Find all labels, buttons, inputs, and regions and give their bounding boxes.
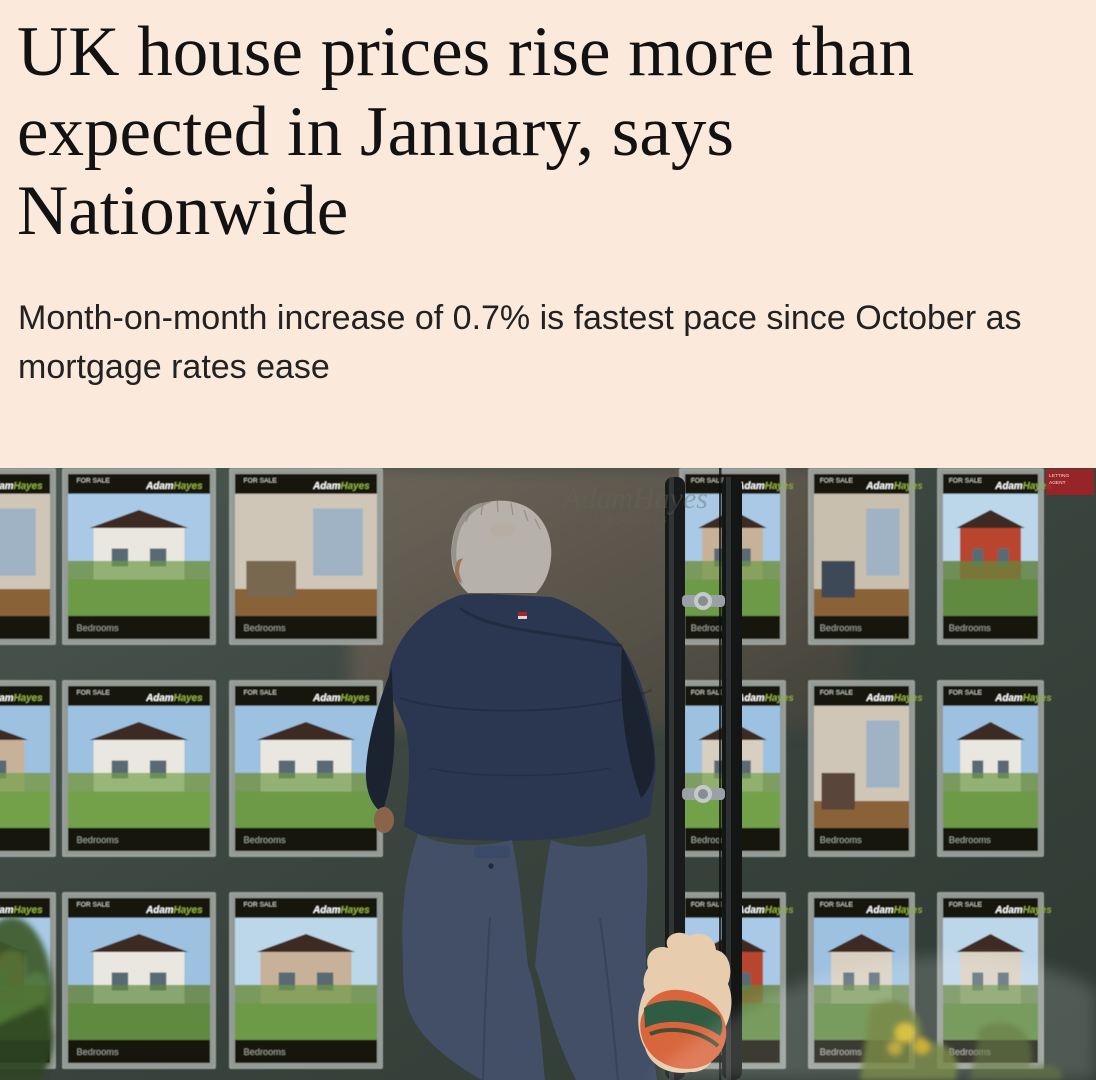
svg-text:Bedrooms: Bedrooms [77,835,119,845]
svg-text:Bedrooms: Bedrooms [949,623,991,633]
svg-text:FOR SALE: FOR SALE [949,901,983,908]
svg-text:AdamHayes: AdamHayes [865,693,923,704]
svg-text:AdamHayes: AdamHayes [312,905,370,916]
svg-text:AdamHayes: AdamHayes [312,481,370,492]
svg-text:AdamHayes: AdamHayes [145,481,203,492]
svg-text:FOR SALE: FOR SALE [244,689,278,696]
svg-text:Bedrooms: Bedrooms [77,1047,119,1057]
svg-text:FOR SALE: FOR SALE [77,689,111,696]
svg-text:Bedrooms: Bedrooms [244,623,286,633]
svg-text:FOR SALE: FOR SALE [244,477,278,484]
svg-text:FOR SALE: FOR SALE [820,901,854,908]
svg-text:AdamHayes: AdamHayes [865,481,923,492]
svg-text:Bedrooms: Bedrooms [820,623,862,633]
svg-text:AGENT: AGENT [1049,480,1066,486]
svg-text:FOR SALE: FOR SALE [820,689,854,696]
svg-text:FOR SALE: FOR SALE [77,477,111,484]
svg-text:ESTATE AGENTS: ESTATE AGENTS [570,515,669,525]
svg-text:AdamHayes: AdamHayes [736,905,794,916]
svg-text:Bedrooms: Bedrooms [820,835,862,845]
svg-text:AdamHayes: AdamHayes [994,693,1052,704]
svg-text:FOR SALE: FOR SALE [949,689,983,696]
svg-text:Bedrooms: Bedrooms [244,835,286,845]
svg-text:AdamHayes: AdamHayes [994,481,1052,492]
svg-text:AdamHayes: AdamHayes [736,693,794,704]
svg-text:FOR SALE: FOR SALE [820,477,854,484]
svg-text:AdamHayes: AdamHayes [0,481,43,492]
svg-text:Bedrooms: Bedrooms [244,1047,286,1057]
svg-text:AdamHayes: AdamHayes [0,693,43,704]
svg-text:FOR SALE: FOR SALE [77,901,111,908]
svg-text:AdamHayes: AdamHayes [0,905,43,916]
svg-text:AdamHayes: AdamHayes [145,905,203,916]
svg-text:AdamHayes: AdamHayes [561,482,708,515]
svg-text:Bedrooms: Bedrooms [77,623,119,633]
svg-text:AdamHayes: AdamHayes [145,693,203,704]
svg-text:AdamHayes: AdamHayes [312,693,370,704]
svg-text:Bedrooms: Bedrooms [949,835,991,845]
svg-text:LETTING: LETTING [1049,473,1070,479]
svg-text:AdamHayes: AdamHayes [865,905,923,916]
svg-text:FOR SALE: FOR SALE [949,477,983,484]
svg-text:FOR SALE: FOR SALE [244,901,278,908]
svg-text:AdamHayes: AdamHayes [736,481,794,492]
svg-text:AdamHayes: AdamHayes [994,905,1052,916]
